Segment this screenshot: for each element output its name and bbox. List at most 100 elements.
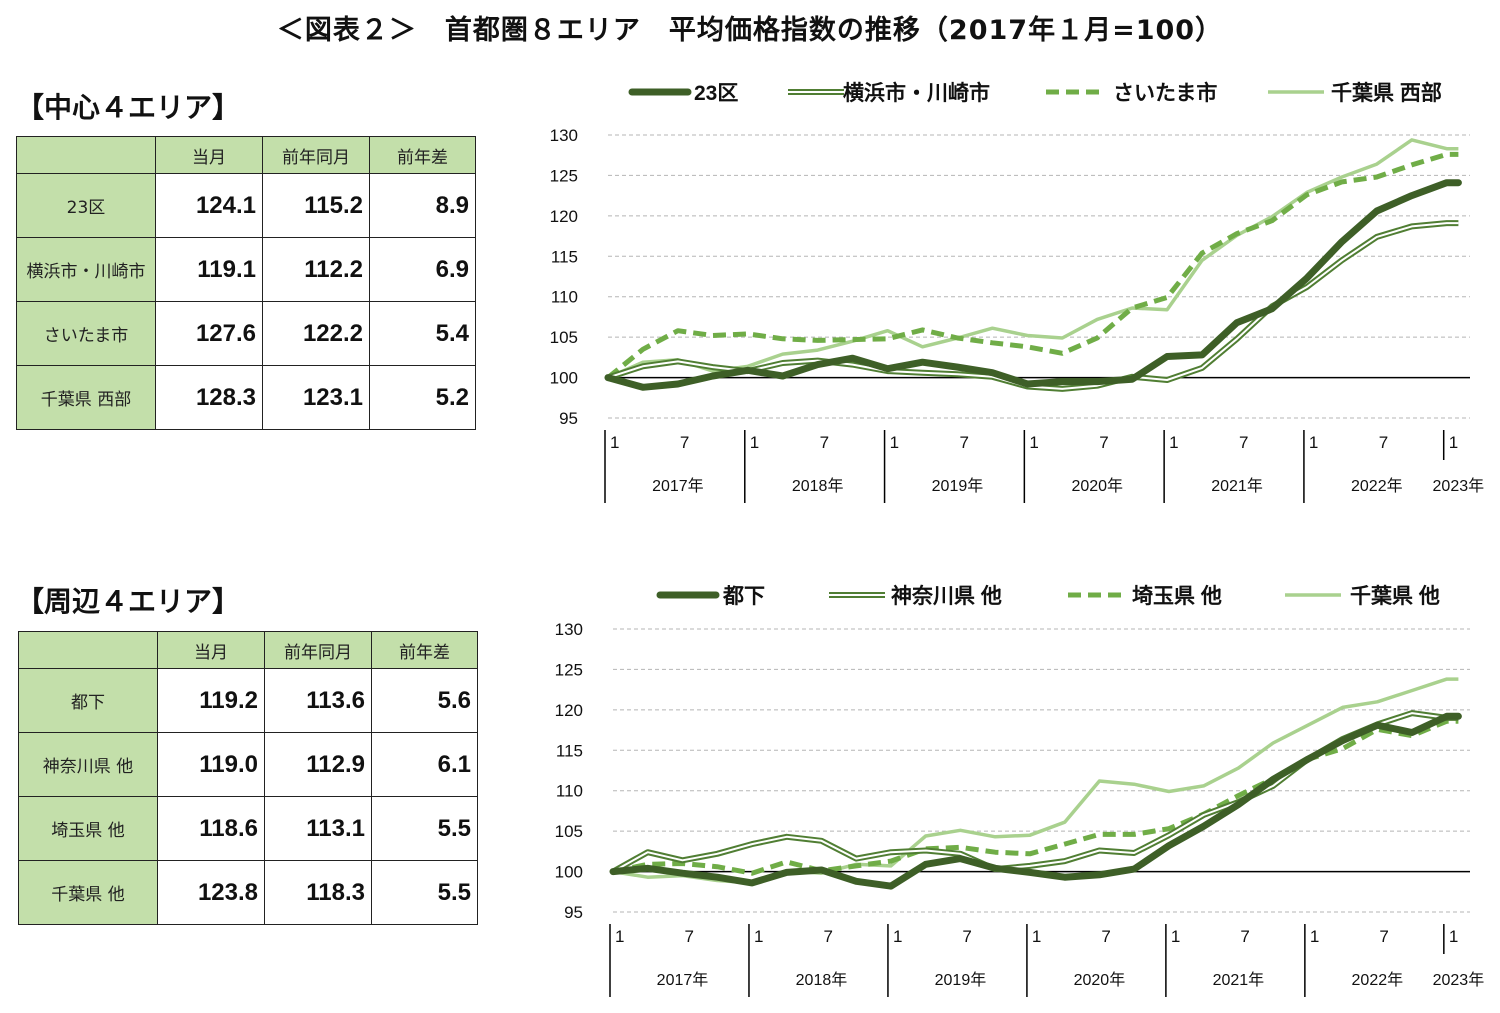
y-tick-label: 100 xyxy=(555,863,583,882)
header-diff: 前年差 xyxy=(371,631,478,669)
diff-value: 5.4 xyxy=(369,301,476,366)
year-label: 2022年 xyxy=(1351,477,1403,495)
legend-label: 都下 xyxy=(722,584,765,608)
series-line xyxy=(609,712,1462,890)
current-value: 118.6 xyxy=(157,796,265,861)
summary-table-outer: 当月 前年同月 前年差 都下 119.2 113.6 5.6 神奈川県 他 11… xyxy=(18,631,478,925)
x-tick-label: 1 xyxy=(1171,927,1180,946)
year-label: 2021年 xyxy=(1213,971,1265,989)
x-tick-label: 7 xyxy=(1240,927,1249,946)
year-label: 2019年 xyxy=(935,971,987,989)
table-row: 神奈川県 他 119.0 112.9 6.1 xyxy=(18,732,478,797)
y-tick-label: 105 xyxy=(555,822,583,841)
x-tick-label: 1 xyxy=(1449,927,1458,946)
series-line-inner xyxy=(607,222,1459,390)
x-tick-label: 7 xyxy=(959,433,968,452)
series-line xyxy=(612,718,1459,876)
current-value: 128.3 xyxy=(155,365,263,430)
y-tick-label: 130 xyxy=(555,620,583,639)
x-tick-label: 7 xyxy=(680,433,689,452)
x-tick-label: 1 xyxy=(1029,433,1038,452)
area-name: さいたま市 xyxy=(16,301,156,366)
year-label: 2022年 xyxy=(1352,971,1404,989)
area-name: 横浜市・川崎市 xyxy=(16,237,156,302)
x-tick-label: 1 xyxy=(750,433,759,452)
x-tick-label: 7 xyxy=(1101,927,1110,946)
legend-label: 神奈川県 他 xyxy=(891,584,1002,608)
legend-label: 横浜市・川崎市 xyxy=(843,81,990,105)
series-さいたま市 xyxy=(606,151,1459,380)
prev-year-value: 115.2 xyxy=(262,173,370,238)
current-value: 127.6 xyxy=(155,301,263,366)
section-heading-outer: 【周辺４エリア】 xyxy=(16,585,241,618)
diff-value: 5.6 xyxy=(371,668,478,733)
header-prev-year: 前年同月 xyxy=(262,136,370,174)
year-label: 2023年 xyxy=(1433,971,1485,989)
series-都下 xyxy=(609,712,1462,890)
y-tick-label: 130 xyxy=(550,126,578,145)
y-tick-label: 95 xyxy=(559,409,578,428)
x-tick-label: 1 xyxy=(615,927,624,946)
x-tick-label: 1 xyxy=(1309,433,1318,452)
area-name: 23区 xyxy=(16,173,156,238)
y-tick-label: 105 xyxy=(550,328,578,347)
prev-year-value: 118.3 xyxy=(264,860,372,925)
prev-year-value: 123.1 xyxy=(262,365,370,430)
x-tick-label: 7 xyxy=(1379,927,1388,946)
summary-table-central: 当月 前年同月 前年差 23区 124.1 115.2 8.9 横浜市・川崎市 … xyxy=(16,136,476,430)
x-tick-label: 1 xyxy=(890,433,899,452)
y-tick-label: 115 xyxy=(551,247,578,266)
table-row: 埼玉県 他 118.6 113.1 5.5 xyxy=(18,796,478,861)
x-tick-label: 7 xyxy=(962,927,971,946)
table-row: 都下 119.2 113.6 5.6 xyxy=(18,668,478,733)
diff-value: 5.2 xyxy=(369,365,476,430)
y-tick-label: 115 xyxy=(556,741,583,760)
legend-item: 埼玉県 他 xyxy=(1068,585,1222,608)
year-label: 2020年 xyxy=(1071,477,1123,495)
series-line xyxy=(604,179,1462,391)
series-line xyxy=(607,138,1459,380)
y-tick-label: 120 xyxy=(550,207,578,226)
header-blank xyxy=(16,136,156,174)
main-title: ＜図表２＞ 首都圏８エリア 平均価格指数の推移（2017年１月=100） xyxy=(276,15,1224,46)
table-row: 千葉県 他 123.8 118.3 5.5 xyxy=(18,860,478,925)
year-label: 2018年 xyxy=(792,477,844,495)
x-tick-label: 1 xyxy=(1449,433,1458,452)
legend-label: さいたま市 xyxy=(1113,81,1217,105)
series-line-outer xyxy=(607,220,1459,392)
table-row: さいたま市 127.6 122.2 5.4 xyxy=(16,301,476,366)
y-tick-label: 110 xyxy=(556,782,583,801)
year-label: 2017年 xyxy=(652,477,704,495)
prev-year-value: 113.6 xyxy=(264,668,372,733)
y-tick-label: 95 xyxy=(564,903,583,922)
x-tick-label: 1 xyxy=(893,927,902,946)
header-prev-year: 前年同月 xyxy=(264,631,372,669)
y-tick-label: 125 xyxy=(555,660,583,679)
x-tick-label: 1 xyxy=(1032,927,1041,946)
current-value: 119.2 xyxy=(157,668,265,733)
current-value: 123.8 xyxy=(157,860,265,925)
prev-year-value: 112.9 xyxy=(264,732,372,797)
chart-2: 95 100 105 110 115 120 125 130 1 7 1 7 1 7 1 7 1 7 1 7 1 2017… xyxy=(555,584,1485,997)
legend-label: 埼玉県 他 xyxy=(1132,585,1222,608)
y-tick-label: 120 xyxy=(555,701,583,720)
x-tick-label: 7 xyxy=(684,927,693,946)
table-row: 23区 124.1 115.2 8.9 xyxy=(16,173,476,238)
x-tick-label: 7 xyxy=(1099,433,1108,452)
y-tick-label: 110 xyxy=(551,288,578,307)
year-label: 2019年 xyxy=(932,477,984,495)
legend-item: 23区 xyxy=(628,82,738,105)
year-label: 2023年 xyxy=(1433,477,1485,495)
chart-1: 95 100 105 110 115 120 125 130 1 7 1 7 1 7 1 7 1 7 1 7 1 2017… xyxy=(550,81,1485,503)
legend-item: 千葉県 西部 xyxy=(1268,81,1442,105)
x-tick-label: 7 xyxy=(1239,433,1248,452)
year-label: 2018年 xyxy=(796,971,848,989)
year-label: 2020年 xyxy=(1074,971,1126,989)
year-label: 2017年 xyxy=(657,971,709,989)
legend-item: 都下 xyxy=(656,584,765,608)
series-23区 xyxy=(604,179,1462,391)
series-神奈川県 他 xyxy=(611,710,1459,875)
section-heading-central: 【中心４エリア】 xyxy=(16,91,241,124)
x-tick-label: 1 xyxy=(610,433,619,452)
x-tick-label: 1 xyxy=(1169,433,1178,452)
